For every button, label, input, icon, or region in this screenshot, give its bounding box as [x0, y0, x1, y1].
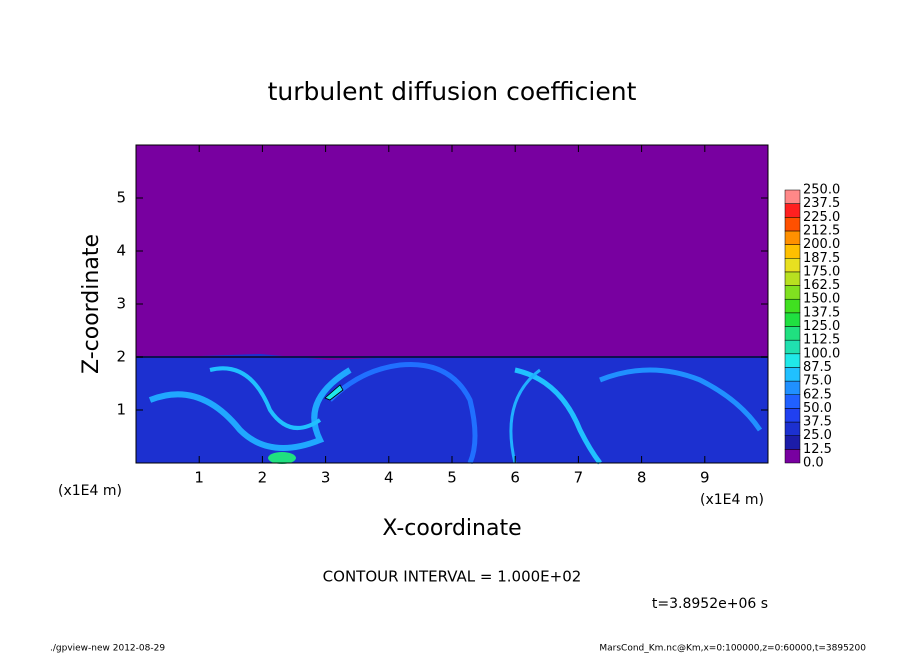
colorbar-box — [784, 244, 801, 259]
colorbar-label: 75.0 — [803, 374, 832, 389]
colorbar-label: 87.5 — [803, 360, 832, 375]
colorbar-box — [784, 217, 801, 232]
colorbar-box — [784, 312, 801, 327]
chart-title: turbulent diffusion coefficient — [268, 77, 637, 106]
colorbar-box — [784, 367, 801, 382]
contour-interval: CONTOUR INTERVAL = 1.000E+02 — [323, 568, 582, 586]
time-label: t=3.8952e+06 s — [652, 596, 768, 612]
colorbar-label: 162.5 — [803, 278, 840, 293]
footer-left: ./gpview-new 2012-08-29 — [50, 644, 165, 654]
x-tick-label: 2 — [258, 469, 268, 487]
colorbar-box — [784, 421, 801, 436]
colorbar-label: 100.0 — [803, 346, 840, 361]
x-axis-label: X-coordinate — [382, 516, 521, 541]
field — [136, 145, 768, 465]
colorbar-label: 50.0 — [803, 401, 832, 416]
footer-right: MarsCond_Km.nc@Km,x=0:100000,z=0:60000,t… — [599, 644, 866, 654]
colorbar-box — [784, 271, 801, 286]
colorbar-box — [784, 449, 801, 464]
x-tick-label: 8 — [637, 469, 647, 487]
colorbar-box — [784, 353, 801, 368]
colorbar-box — [784, 298, 801, 314]
colorbar-label: 225.0 — [803, 210, 840, 225]
colorbar-label: 25.0 — [803, 428, 832, 443]
x-tick-label: 7 — [574, 469, 584, 487]
y-unit-label: (x1E4 m) — [58, 483, 122, 499]
colorbar-label: 12.5 — [803, 442, 832, 457]
colorbar-box — [784, 285, 801, 300]
colorbar-box — [784, 189, 801, 204]
y-axis-label: Z-coordinate — [79, 234, 104, 374]
x-tick-label: 6 — [510, 469, 520, 487]
x-tick-label: 3 — [321, 469, 331, 487]
colorbar-label: 175.0 — [803, 264, 840, 279]
colorbar-box — [784, 408, 801, 423]
colorbar-label: 212.5 — [803, 223, 840, 238]
colorbar-box — [784, 230, 801, 245]
colorbar-label: 237.5 — [803, 196, 840, 211]
colorbar-label: 250.0 — [803, 183, 840, 198]
colorbar-label: 200.0 — [803, 237, 840, 252]
y-tick-label: 1 — [116, 401, 126, 419]
x-tick-label: 4 — [384, 469, 394, 487]
x-tick-label: 9 — [700, 469, 710, 487]
colorbar-label: 62.5 — [803, 387, 832, 402]
colorbar-label: 37.5 — [803, 415, 832, 430]
x-unit-label: (x1E4 m) — [700, 492, 764, 508]
x-tick-label: 5 — [447, 469, 457, 487]
y-tick-label: 2 — [116, 348, 126, 366]
colorbar-box — [784, 258, 801, 273]
colorbar-label: 125.0 — [803, 319, 840, 334]
x-tick-label: 1 — [194, 469, 204, 487]
colorbar-box — [784, 380, 801, 396]
colorbar-label: 137.5 — [803, 305, 840, 320]
colorbar-box — [784, 394, 801, 409]
y-tick-label: 3 — [116, 295, 126, 313]
y-tick-label: 5 — [116, 189, 126, 207]
colorbar-box — [784, 339, 801, 355]
colorbar-box — [784, 203, 801, 218]
colorbar-label: 0.0 — [803, 456, 824, 471]
colorbar-label: 112.5 — [803, 333, 840, 348]
colorbar-label: 150.0 — [803, 292, 840, 307]
colorbar-box — [784, 326, 801, 341]
y-tick-label: 4 — [116, 242, 126, 260]
colorbar-box — [784, 435, 801, 450]
colorbar-label: 187.5 — [803, 251, 840, 266]
